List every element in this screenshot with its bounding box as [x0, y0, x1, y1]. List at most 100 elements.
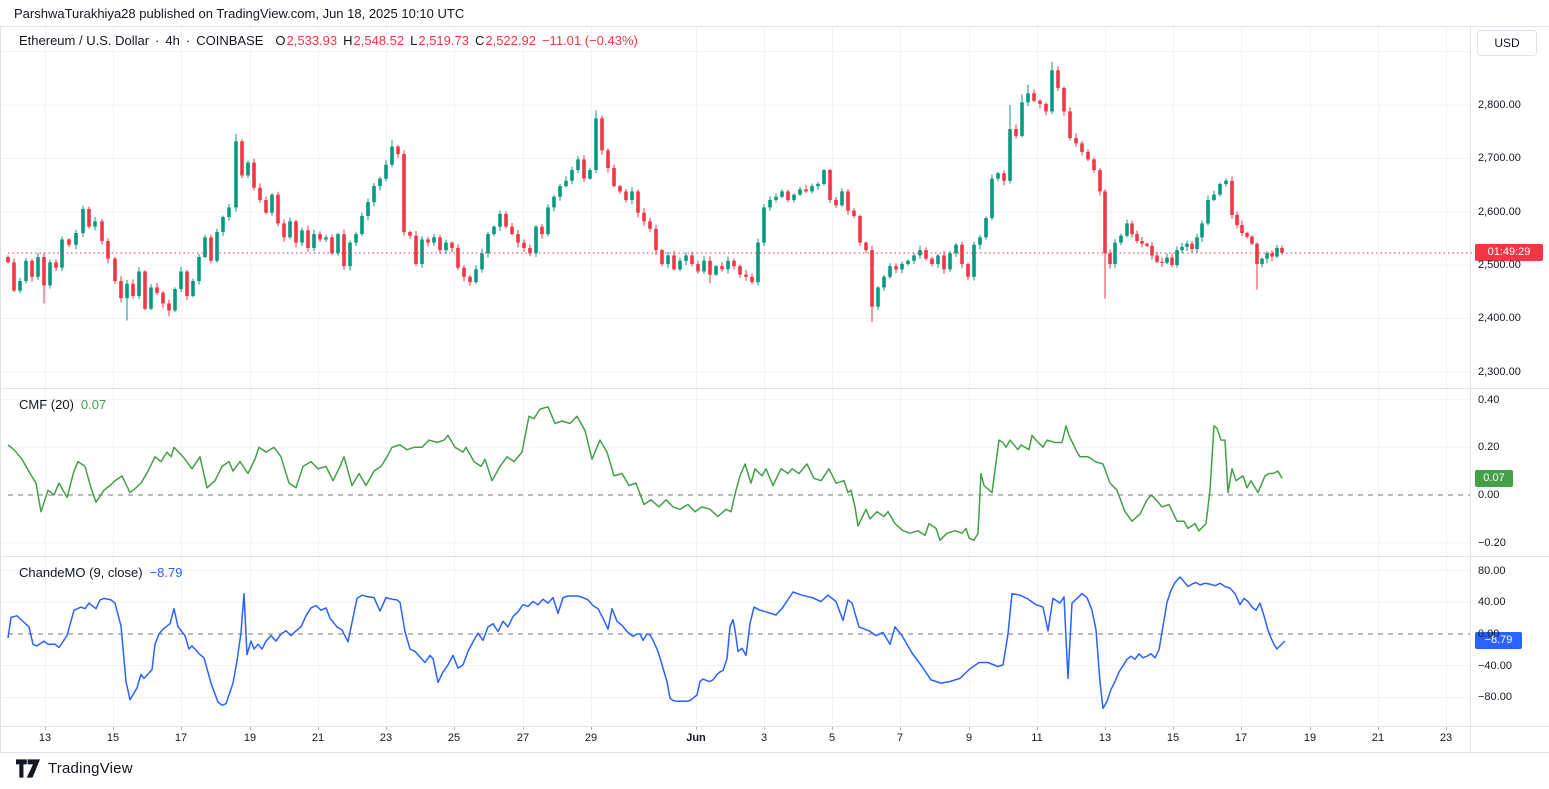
- date-axis-label: 17: [1234, 732, 1248, 744]
- candle-body: [1218, 183, 1222, 195]
- low-label: L: [410, 33, 418, 48]
- close-label: C: [474, 33, 485, 48]
- candle-body: [1044, 103, 1048, 112]
- candle-body: [1056, 70, 1060, 88]
- candle-body: [516, 234, 520, 243]
- candle-body: [624, 191, 628, 200]
- tradingview-brand-text: TradingView: [48, 760, 133, 777]
- candle-body: [179, 271, 183, 290]
- candle-body: [606, 150, 610, 168]
- candle-body: [149, 287, 153, 309]
- date-axis-label: 13: [38, 732, 52, 744]
- candle-body: [221, 217, 225, 232]
- tradingview-footer[interactable]: TradingView: [16, 759, 133, 778]
- candle-body: [594, 118, 598, 171]
- candle-body: [30, 260, 34, 277]
- price-axis-label: 2,700.00: [1478, 152, 1521, 165]
- candle-body: [1270, 253, 1274, 257]
- candle-body: [504, 213, 508, 227]
- candle-body: [582, 159, 586, 179]
- candle-body: [708, 260, 712, 275]
- candle-body: [576, 159, 580, 171]
- candle-body: [642, 212, 646, 222]
- date-axis-label: 23: [1439, 732, 1453, 744]
- date-axis-label: 17: [174, 732, 188, 744]
- candle-body: [1185, 243, 1189, 247]
- candle-body: [510, 226, 514, 235]
- date-axis-label: 5: [828, 732, 836, 744]
- candle-body: [1002, 173, 1006, 181]
- candle-body: [1190, 243, 1194, 250]
- candle-body: [270, 194, 274, 213]
- date-axis-label: 19: [1303, 732, 1317, 744]
- candle-body: [540, 226, 544, 235]
- candle-body: [1206, 199, 1210, 224]
- candle-body: [1240, 225, 1244, 234]
- candle-body: [276, 194, 280, 224]
- candle-body: [1250, 236, 1254, 244]
- candle-body: [402, 154, 406, 232]
- candle-body: [60, 239, 64, 268]
- open-label: O: [275, 33, 286, 48]
- candle-body: [125, 283, 129, 299]
- symbol-name[interactable]: Ethereum / U.S. Dollar: [19, 33, 150, 48]
- candle-body: [6, 257, 10, 263]
- candle-body: [258, 187, 262, 200]
- candle-body: [1245, 233, 1249, 237]
- cmf-axis-label: 0.20: [1478, 441, 1500, 454]
- candle-body: [720, 266, 724, 270]
- candle-body: [137, 271, 141, 296]
- cmf-indicator-value: 0.07: [80, 397, 107, 412]
- candle-body: [100, 221, 104, 242]
- candle-body: [912, 255, 916, 261]
- candle-body: [87, 209, 91, 227]
- candle-body: [167, 303, 171, 311]
- exchange-label[interactable]: COINBASE: [196, 33, 264, 48]
- ohlc-close: C 2,522.92: [475, 33, 536, 48]
- candle-body: [888, 266, 892, 277]
- candle-body: [312, 234, 316, 248]
- candle-body: [480, 253, 484, 270]
- candle-body: [1032, 93, 1036, 101]
- candle-body: [408, 231, 412, 236]
- candle-body: [390, 146, 394, 165]
- cmf-value-badge: 0.07: [1475, 470, 1513, 487]
- candle-body: [143, 271, 147, 309]
- currency-toggle-button[interactable]: USD: [1477, 30, 1537, 56]
- date-axis-label: 13: [1098, 732, 1112, 744]
- candle-body: [768, 199, 772, 208]
- candle-body: [191, 281, 195, 296]
- candle-body: [660, 250, 664, 264]
- candle-body: [858, 215, 862, 243]
- countdown-badge: 01:49:29: [1475, 244, 1543, 261]
- chandemo-indicator-title[interactable]: ChandeMO (9, close): [19, 565, 143, 580]
- candle-body: [522, 242, 526, 248]
- candle-body: [870, 250, 874, 307]
- candle-body: [600, 118, 604, 151]
- ohlc-open: O 2,533.93: [275, 33, 337, 48]
- candle-body: [240, 141, 244, 176]
- publish-line: ParshwaTurakhiya28 published on TradingV…: [14, 6, 465, 21]
- candle-body: [1020, 102, 1024, 136]
- candle-body: [822, 170, 826, 184]
- candle-body: [1145, 243, 1149, 246]
- candle-body: [209, 237, 213, 261]
- candle-body: [113, 258, 117, 282]
- candle-body: [155, 287, 159, 293]
- cmf-axis-label: 0.00: [1478, 489, 1500, 501]
- candle-body: [131, 283, 135, 296]
- cmf-indicator-title[interactable]: CMF (20): [19, 397, 74, 412]
- candle-body: [1235, 214, 1239, 226]
- candle-body: [840, 191, 844, 206]
- candle-body: [282, 223, 286, 238]
- candle-body: [264, 199, 268, 213]
- candle-body: [726, 260, 730, 270]
- candle-body: [684, 255, 688, 261]
- candle-body: [678, 260, 682, 270]
- candle-body: [750, 276, 754, 283]
- candle-body: [552, 196, 556, 208]
- candle-body: [804, 189, 808, 192]
- interval-label[interactable]: 4h: [165, 33, 180, 48]
- candle-body: [18, 281, 22, 291]
